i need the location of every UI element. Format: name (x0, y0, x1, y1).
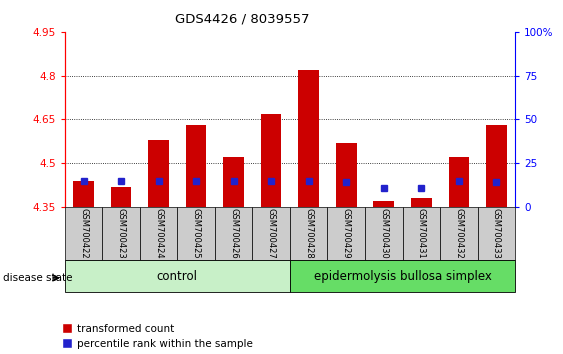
Text: GSM700429: GSM700429 (342, 208, 351, 259)
Text: GSM700431: GSM700431 (417, 208, 426, 259)
Bar (440, 207, 477, 260)
Bar (224, 158, 244, 207)
Bar (102, 207, 140, 260)
Text: GSM700422: GSM700422 (79, 208, 88, 259)
Bar (290, 260, 515, 292)
Text: GSM700427: GSM700427 (267, 208, 276, 259)
Bar (215, 207, 252, 260)
Bar (261, 114, 282, 207)
Text: GSM700425: GSM700425 (191, 208, 200, 259)
Legend: transformed count, percentile rank within the sample: transformed count, percentile rank withi… (61, 324, 253, 349)
Bar (73, 181, 94, 207)
Bar (477, 207, 515, 260)
Bar (65, 260, 290, 292)
Bar (252, 207, 290, 260)
Bar (140, 207, 177, 260)
Bar (373, 201, 394, 207)
Bar (186, 125, 207, 207)
Text: GDS4426 / 8039557: GDS4426 / 8039557 (175, 12, 309, 25)
Text: GSM700426: GSM700426 (229, 208, 238, 259)
Bar (365, 207, 403, 260)
Bar (486, 125, 507, 207)
Bar (148, 140, 169, 207)
Text: disease state: disease state (3, 273, 72, 283)
Text: GSM700428: GSM700428 (304, 208, 313, 259)
Bar (336, 143, 356, 207)
Text: GSM700432: GSM700432 (454, 208, 463, 259)
Text: GSM700423: GSM700423 (117, 208, 126, 259)
Bar (177, 207, 215, 260)
Text: GSM700424: GSM700424 (154, 208, 163, 259)
Bar (65, 207, 102, 260)
Text: epidermolysis bullosa simplex: epidermolysis bullosa simplex (314, 270, 491, 282)
Text: GSM700433: GSM700433 (492, 208, 501, 259)
Bar (111, 187, 131, 207)
Bar (449, 158, 469, 207)
Text: GSM700430: GSM700430 (379, 208, 388, 259)
Text: control: control (157, 270, 198, 282)
Bar (290, 207, 328, 260)
Bar (411, 198, 432, 207)
Bar (298, 70, 319, 207)
Bar (328, 207, 365, 260)
Bar (403, 207, 440, 260)
